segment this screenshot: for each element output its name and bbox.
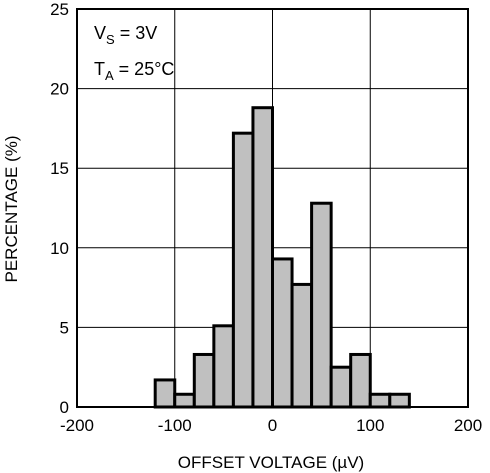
- supply-voltage-annotation: VS = 3V: [94, 23, 157, 47]
- y-tick-label: 15: [50, 159, 69, 178]
- histogram-bars: [153, 106, 411, 409]
- histogram-bar: [310, 201, 333, 409]
- histogram-bar: [329, 365, 353, 409]
- x-axis-title: OFFSET VOLTAGE (µV): [178, 453, 364, 472]
- x-tick-labels: -200 -100 0 100 200: [60, 416, 482, 435]
- ambient-temperature-annotation: TA = 25°C: [94, 59, 174, 83]
- histogram-bar: [368, 392, 392, 409]
- histogram-bar: [271, 257, 294, 409]
- histogram-bar: [251, 106, 274, 409]
- histogram-bar: [192, 352, 216, 409]
- histogram-bar: [212, 324, 235, 409]
- histogram-bar: [349, 352, 372, 409]
- histogram-bar: [388, 392, 411, 409]
- y-tick-label: 10: [50, 239, 69, 258]
- histogram-bar: [231, 131, 255, 409]
- x-tick-label: -200: [60, 416, 94, 435]
- x-tick-label: 0: [268, 416, 277, 435]
- x-tick-label: 100: [356, 416, 384, 435]
- x-tick-label: -100: [158, 416, 192, 435]
- y-tick-labels: 0 5 10 15 20 25: [50, 0, 69, 417]
- histogram-bar: [173, 392, 196, 409]
- y-tick-label: 25: [50, 0, 69, 19]
- y-axis-title: PERCENTAGE (%): [2, 135, 21, 282]
- plot-frame: [76, 8, 469, 408]
- x-tick-label: 200: [454, 416, 482, 435]
- y-tick-label: 20: [50, 80, 69, 99]
- histogram-bar: [290, 282, 314, 409]
- histogram-bar: [153, 378, 177, 409]
- y-tick-label: 0: [60, 398, 69, 417]
- y-tick-label: 5: [60, 318, 69, 337]
